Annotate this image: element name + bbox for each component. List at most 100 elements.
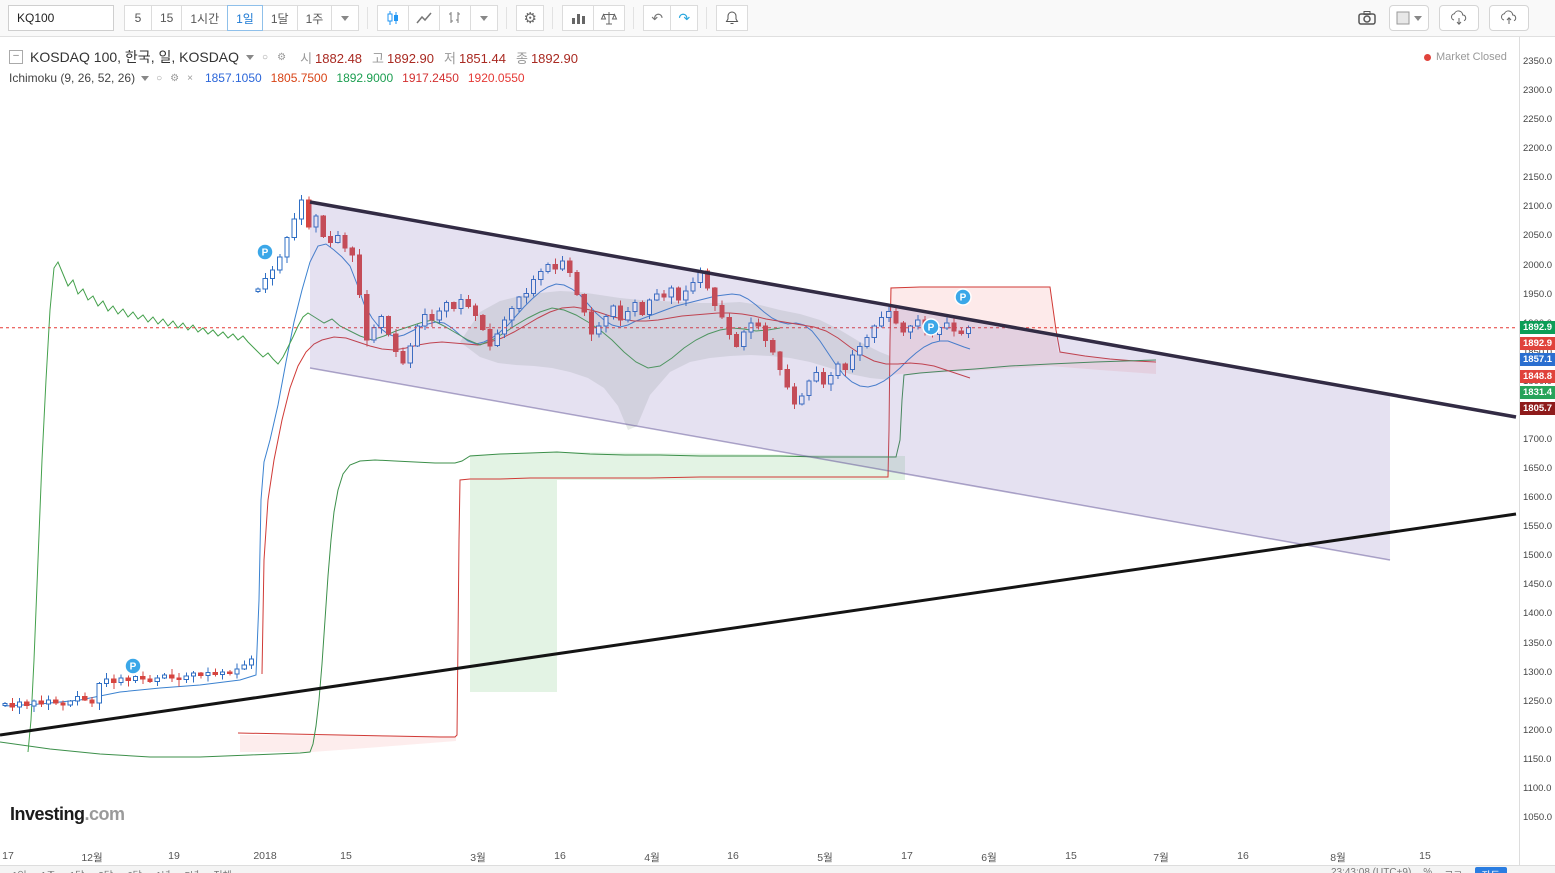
position-marker-label: P <box>130 662 137 673</box>
range-preset-3달[interactable]: 3달 <box>98 867 113 873</box>
candle <box>147 678 153 682</box>
symbol-settings-button[interactable]: ⚙ <box>277 51 287 63</box>
candle <box>262 277 269 290</box>
indicators-button[interactable] <box>562 5 595 31</box>
candle <box>610 305 616 318</box>
legend-collapse-button[interactable]: – <box>9 50 23 64</box>
candle <box>67 700 73 706</box>
price-tick: 1650.0 <box>1523 463 1553 475</box>
layout-selector-button[interactable] <box>1389 5 1429 31</box>
symbol-title[interactable]: KOSDAQ 100, 한국, 일, KOSDAQ <box>30 49 240 65</box>
chevron-down-icon[interactable] <box>141 75 150 81</box>
chikou-line <box>27 260 781 753</box>
alert-button[interactable] <box>716 5 749 31</box>
interval-button-1일[interactable]: 1일 <box>227 5 263 31</box>
range-preset-1년[interactable]: 1년 <box>156 867 171 873</box>
price-tick: 2250.0 <box>1523 114 1553 126</box>
candle <box>212 672 219 675</box>
trendline-drawings[interactable] <box>0 512 1517 737</box>
save-chart-button[interactable] <box>1489 5 1529 31</box>
log-scale-button[interactable]: 로그 <box>1444 867 1462 873</box>
redo-button[interactable]: ↷ <box>670 5 699 31</box>
percent-scale-button[interactable]: % <box>1423 867 1433 873</box>
time-tick: 2018 <box>253 850 277 862</box>
screenshot-button[interactable] <box>1355 7 1379 29</box>
position-marker[interactable] <box>922 318 940 336</box>
indicator-close-button[interactable]: × <box>187 72 193 84</box>
time-tick: 3월 <box>470 852 486 864</box>
range-preset-1일[interactable]: 1일 <box>12 867 27 873</box>
senkou-b-line <box>237 286 1157 738</box>
channel-fill[interactable] <box>310 202 1390 560</box>
range-preset-5년[interactable]: 5년 <box>185 867 200 873</box>
interval-button-1시간[interactable]: 1시간 <box>181 5 229 31</box>
interval-button-1주[interactable]: 1주 <box>296 5 333 31</box>
cloud-upload-icon <box>1501 10 1517 24</box>
position-marker[interactable] <box>954 288 972 306</box>
time-tick: 16 <box>554 850 566 862</box>
compare-button[interactable] <box>593 5 626 31</box>
position-marker-label: P <box>960 293 967 304</box>
range-preset-1주[interactable]: 1주 <box>41 867 56 873</box>
candle <box>871 325 877 339</box>
position-marker[interactable] <box>256 243 274 261</box>
range-preset-6달[interactable]: 6달 <box>127 867 142 873</box>
bottom-toolbar[interactable]: 1일 1주 1달 3달 6달 1년 5년 전체 23:43:08 (UTC+9) % 로그 자… <box>0 865 1555 873</box>
auto-scale-button[interactable]: 자동 <box>1474 867 1507 873</box>
candle <box>813 372 819 382</box>
candle <box>704 270 711 289</box>
channel-top-line[interactable] <box>309 200 1517 419</box>
position-marker[interactable] <box>124 657 142 675</box>
load-chart-button[interactable] <box>1439 5 1479 31</box>
market-closed-dot-icon <box>1424 53 1431 61</box>
interval-button-1달[interactable]: 1달 <box>261 5 298 31</box>
range-preset-1달[interactable]: 1달 <box>70 867 85 873</box>
camera-icon <box>1358 11 1376 25</box>
symbol-input[interactable] <box>8 5 114 31</box>
price-axis[interactable]: 2350.0 2300.0 2250.0 2200.0 2150.0 2100.0 2050… <box>1519 37 1555 865</box>
time-tick: 12월 <box>81 852 103 864</box>
toolbar-separator <box>552 7 554 29</box>
senkou-a-line <box>0 359 1157 758</box>
symbol-legend: – KOSDAQ 100, 한국, 일, KOSDAQ ○ ⚙ 시 1882.48… <box>9 47 578 67</box>
channel-bottom-line[interactable] <box>309 367 1391 561</box>
candle <box>893 311 899 324</box>
indicator-legend: Ichimoku (9, 26, 52, 26) ○ ⚙ × 1857.1050… <box>9 71 525 85</box>
interval-button-15[interactable]: 15 <box>151 5 183 31</box>
style-dropdown-button[interactable] <box>470 5 499 31</box>
symbol-visibility-toggle[interactable]: ○ <box>262 51 269 63</box>
price-tick: 2000.0 <box>1523 259 1553 271</box>
interval-button-5[interactable]: 5 <box>124 5 152 31</box>
time-tick: 6월 <box>981 852 997 864</box>
candle <box>436 310 443 321</box>
candle <box>356 254 363 296</box>
candle <box>118 677 124 683</box>
candlestick-style-button[interactable] <box>377 5 410 31</box>
indicator-name[interactable]: Ichimoku (9, 26, 52, 26) <box>9 71 136 85</box>
indicator-settings-button[interactable]: ⚙ <box>170 72 180 84</box>
market-status: Market Closed <box>1424 51 1507 63</box>
indicator-visibility-toggle[interactable]: ○ <box>156 72 163 84</box>
channel-drawing[interactable] <box>309 200 1517 561</box>
chevron-down-icon[interactable] <box>246 54 255 60</box>
range-preset-전체[interactable]: 전체 <box>213 867 231 873</box>
settings-button[interactable]: ⚙ <box>516 5 545 31</box>
candle <box>414 325 421 347</box>
candle <box>668 287 674 298</box>
candle <box>103 678 110 685</box>
toolbar-separator <box>633 7 635 29</box>
position-markers[interactable]: P P P P <box>124 243 972 675</box>
line-style-button[interactable] <box>408 5 441 31</box>
price-tag: 1892.9 <box>1520 337 1555 350</box>
bars-style-button[interactable] <box>439 5 472 31</box>
time-tick: 4월 <box>644 852 660 864</box>
kumo-mid <box>460 291 890 430</box>
candle <box>719 305 725 318</box>
undo-button[interactable]: ↶ <box>643 5 672 31</box>
time-axis[interactable]: 17 12월 19 2018 15 3월 16 4월 16 5월 17 6월 15 7월 16 8월 15 <box>0 848 1519 865</box>
interval-dropdown-button[interactable] <box>331 5 360 31</box>
candle <box>625 311 631 321</box>
ascending-support-trendline[interactable] <box>0 512 1517 737</box>
price-tick: 1700.0 <box>1523 433 1553 445</box>
